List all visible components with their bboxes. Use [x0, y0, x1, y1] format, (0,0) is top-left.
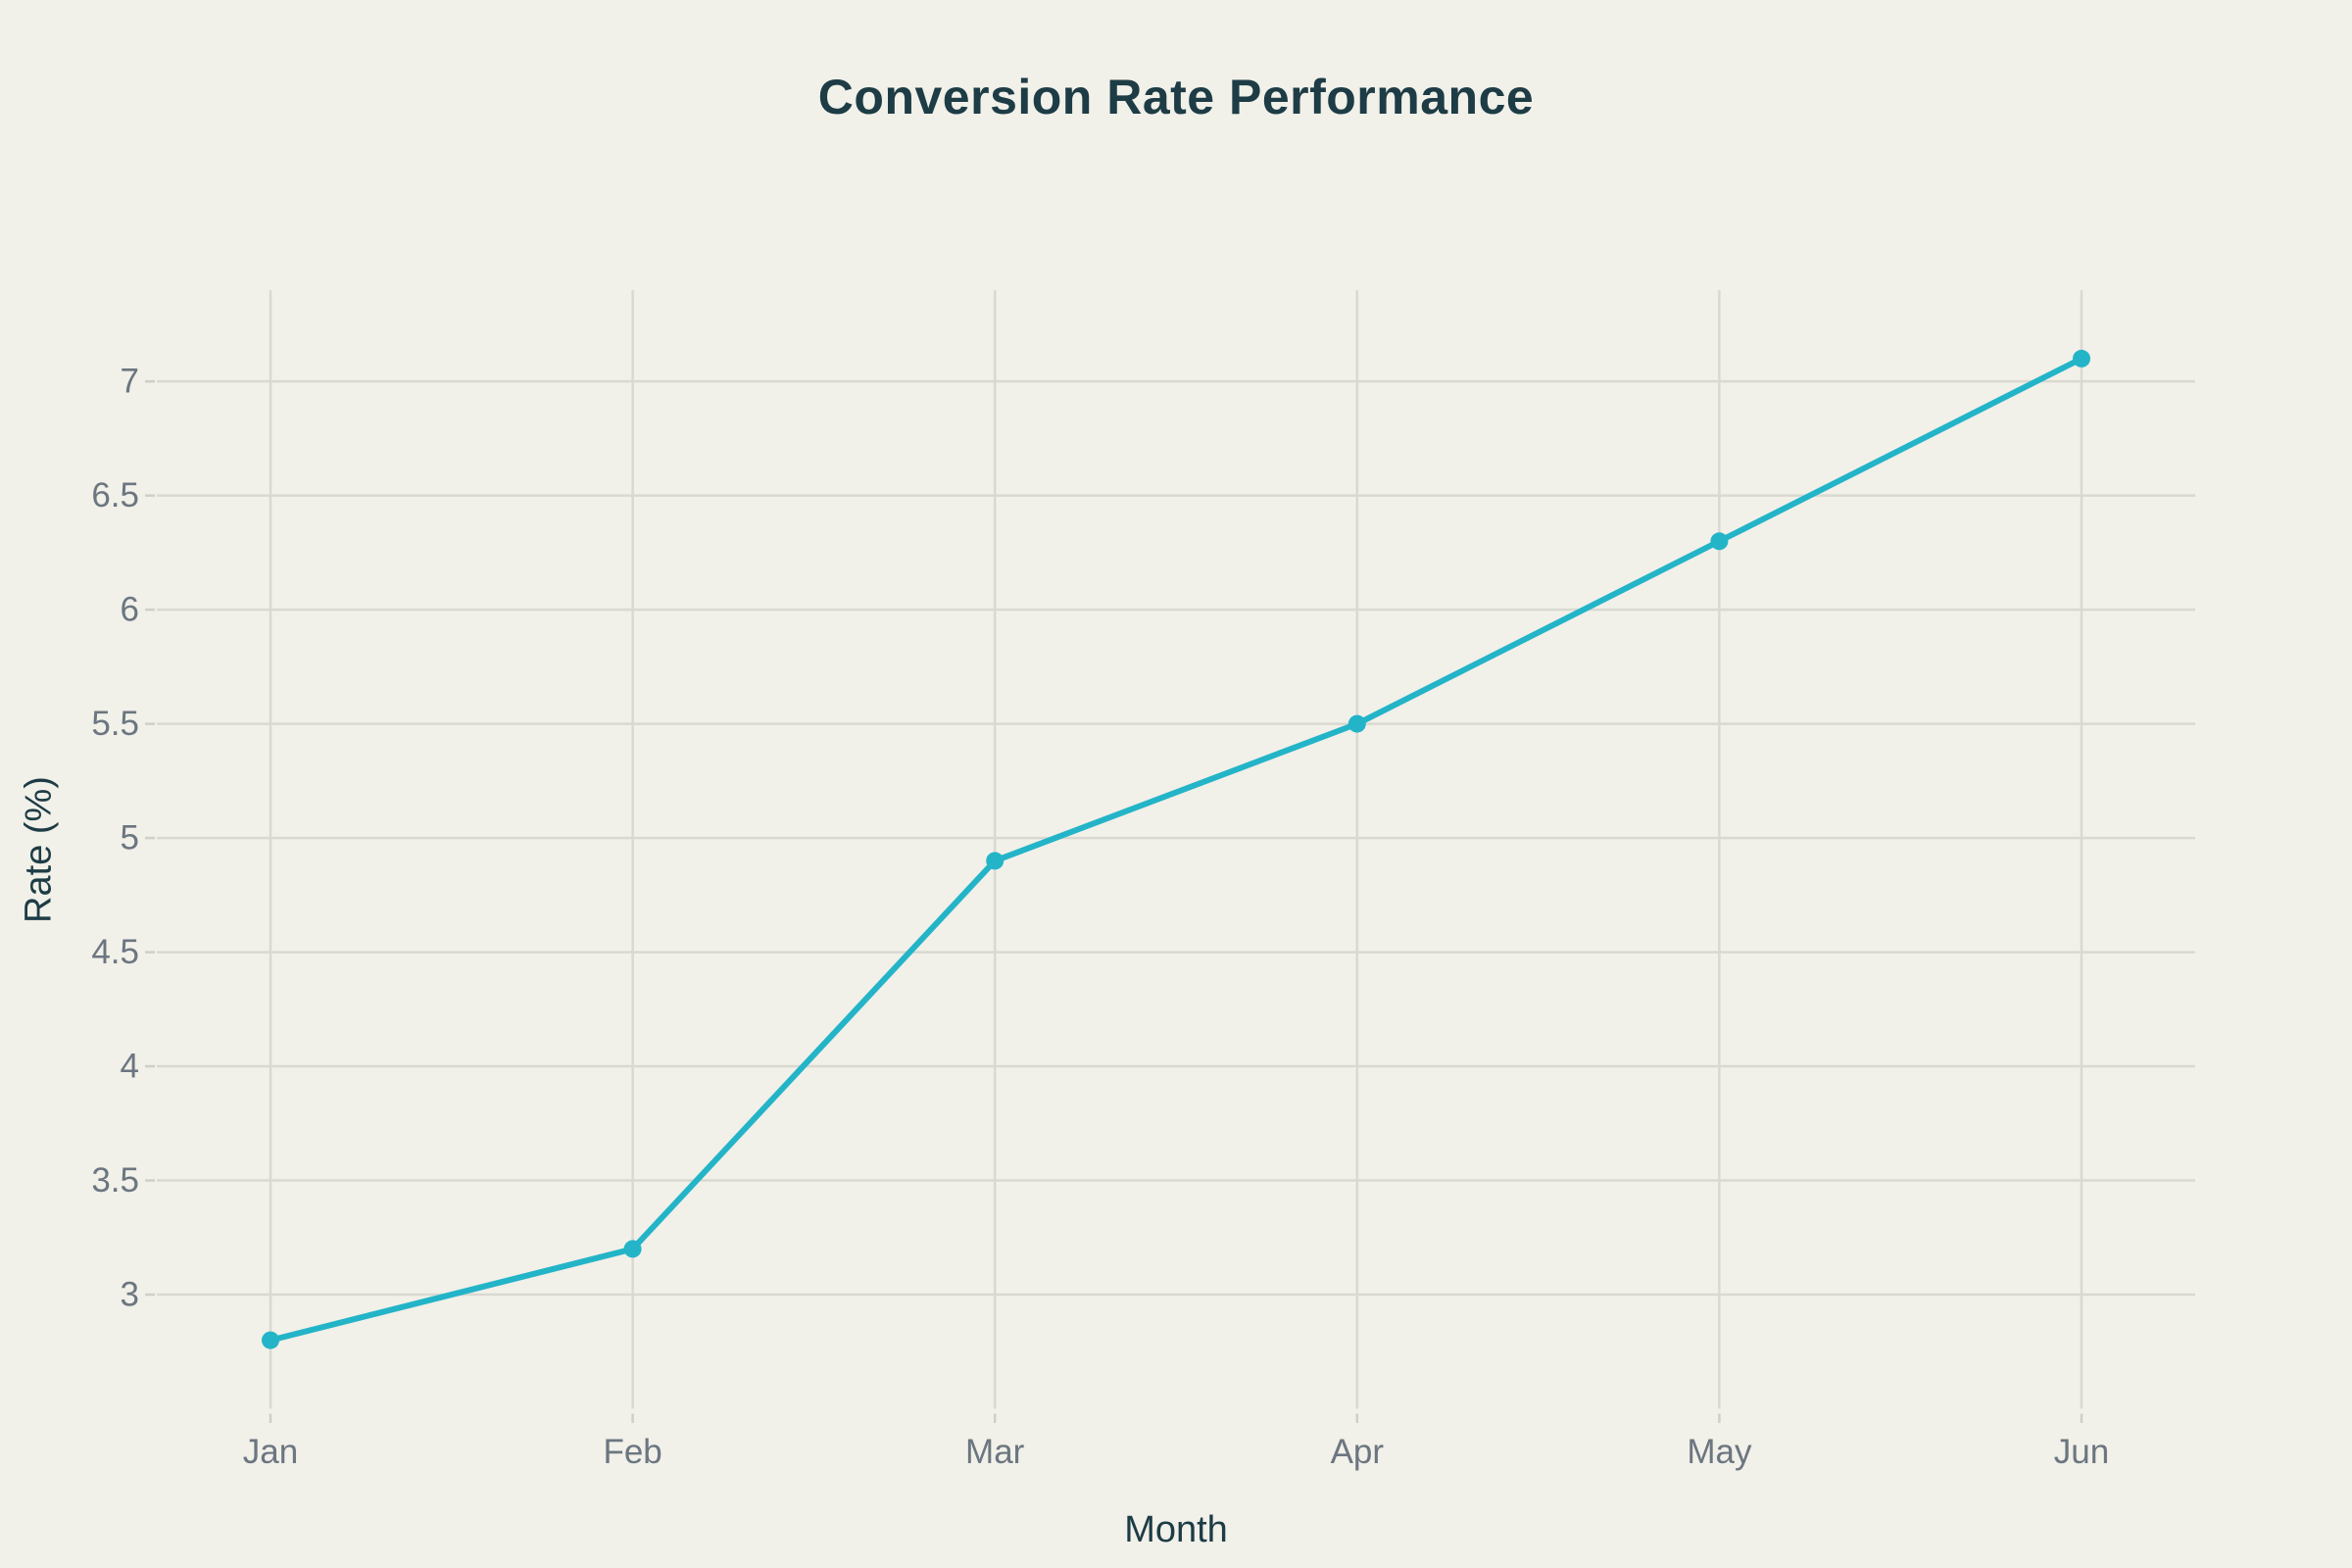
x-axis-title: Month [1124, 1509, 1228, 1550]
x-tick-label: Feb [603, 1433, 662, 1471]
series-line [268, 355, 2084, 1344]
data-point-jun [2073, 349, 2090, 368]
data-point-jan [262, 1331, 279, 1349]
data-point-feb [623, 1240, 642, 1258]
data-point-may [1710, 532, 1729, 551]
chart-title: Conversion Rate Performance [817, 70, 1535, 124]
y-tick-label: 6.5 [91, 476, 139, 514]
data-point-mar [986, 852, 1004, 870]
y-tick-label: 5.5 [91, 705, 139, 743]
y-tick-label: 6 [121, 591, 139, 629]
y-axis-title: Rate (%) [18, 776, 60, 923]
x-tick-label: Jun [2054, 1433, 2109, 1471]
x-tick-label: Apr [1331, 1433, 1385, 1471]
x-tick-label: Jan [243, 1433, 298, 1471]
x-tick-label: May [1687, 1433, 1752, 1471]
x-tick-label: Mar [965, 1433, 1025, 1471]
y-tick-label: 4.5 [91, 933, 139, 971]
y-tick-label: 5 [121, 819, 139, 858]
y-tick-label: 3 [121, 1276, 139, 1314]
y-tick-label: 3.5 [91, 1161, 139, 1200]
y-tick-label: 7 [121, 363, 139, 401]
y-tick-label: 4 [121, 1048, 139, 1086]
data-point-apr [1348, 714, 1366, 733]
